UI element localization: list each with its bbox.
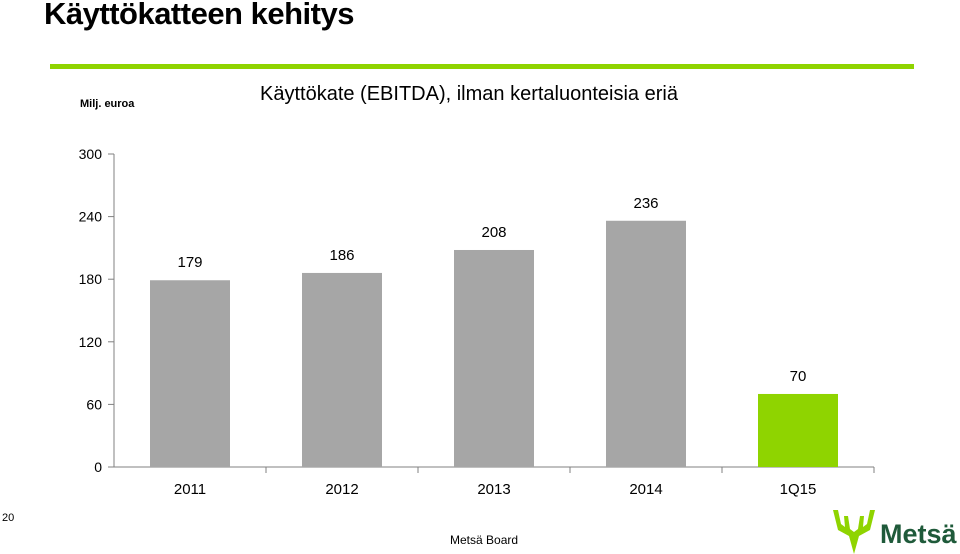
footer-company-name: Metsä Board <box>450 533 519 547</box>
data-label: 70 <box>790 368 807 385</box>
x-category-label: 2014 <box>629 481 662 498</box>
y-tick-label: 60 <box>86 396 102 412</box>
x-axis: 2011 2012 2013 2014 1Q15 <box>114 466 875 498</box>
data-label: 208 <box>481 224 506 241</box>
bars <box>150 220 838 467</box>
chart-title: Käyttökate (EBITDA), ilman kertaluonteis… <box>260 83 678 105</box>
data-label: 179 <box>177 254 202 271</box>
y-axis-unit-label: Milj. euroa <box>80 98 135 110</box>
antler-logo-icon <box>833 510 875 554</box>
data-labels: 179 186 208 236 70 <box>177 195 806 385</box>
bar-2011 <box>150 280 230 467</box>
data-label: 186 <box>329 247 354 264</box>
y-tick-label: 300 <box>79 146 103 162</box>
x-category-label: 2011 <box>174 481 206 498</box>
bar-2014 <box>606 220 686 467</box>
x-category-label: 2012 <box>325 481 358 498</box>
bar-2013 <box>454 249 534 467</box>
y-tick-label: 0 <box>94 459 102 475</box>
page-title: Käyttökatteen kehitys <box>44 0 354 31</box>
y-axis: 0 60 120 180 240 300 <box>79 146 115 475</box>
bar-2012 <box>302 272 382 467</box>
y-tick-label: 240 <box>79 209 103 225</box>
y-tick-label: 120 <box>79 334 103 350</box>
bar-1Q15 <box>758 393 838 467</box>
logo-wordmark: Metsä <box>880 519 958 549</box>
data-label: 236 <box>633 195 658 212</box>
metsa-logo: Metsä <box>833 510 958 554</box>
x-category-label: 2013 <box>477 481 510 498</box>
y-tick-label: 180 <box>79 271 103 287</box>
title-accent-rule <box>50 64 914 69</box>
page-number: 20 <box>2 512 15 524</box>
x-category-label: 1Q15 <box>780 481 817 498</box>
